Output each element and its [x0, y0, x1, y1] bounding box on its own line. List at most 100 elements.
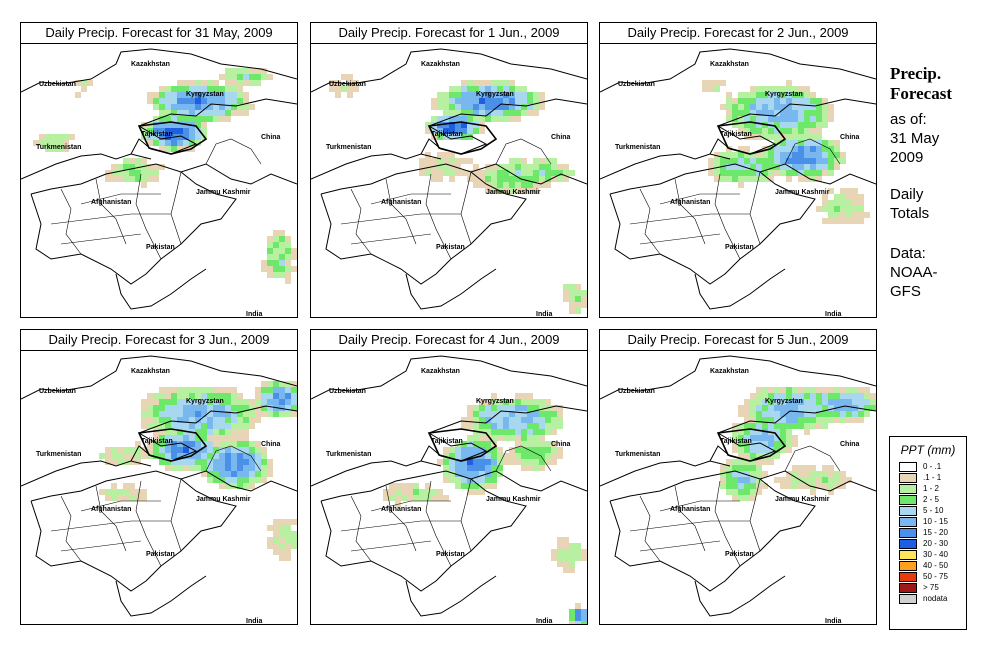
- precip-cell: [822, 399, 828, 405]
- precip-cell: [419, 164, 425, 170]
- precip-cell: [798, 92, 804, 98]
- precip-cell: [231, 435, 237, 441]
- precip-cell: [545, 164, 551, 170]
- map-label-tajikistan: Tajikistan: [720, 131, 752, 138]
- precip-cell: [732, 465, 738, 471]
- precip-cell: [822, 152, 828, 158]
- border-line: [30, 171, 237, 285]
- precip-cell: [545, 423, 551, 429]
- precip-cell: [551, 453, 557, 459]
- border-line: [639, 188, 661, 255]
- precip-cell: [768, 387, 774, 393]
- precip-cell: [183, 146, 189, 152]
- precip-cell: [533, 405, 539, 411]
- precip-cell: [575, 555, 581, 561]
- legend-item: 15 - 20: [890, 527, 966, 538]
- precip-cell: [147, 423, 153, 429]
- precip-cell: [828, 465, 834, 471]
- precip-cell: [774, 477, 780, 483]
- precip-cell: [521, 176, 527, 182]
- precip-cell: [261, 471, 267, 477]
- precip-cell: [467, 489, 473, 495]
- precip-cell: [503, 164, 509, 170]
- precip-cell: [207, 399, 213, 405]
- precip-cell: [503, 116, 509, 122]
- precip-cell: [732, 483, 738, 489]
- precip-cell: [213, 441, 219, 447]
- border-line: [749, 171, 761, 245]
- precip-cell: [189, 393, 195, 399]
- precip-cell: [467, 459, 473, 465]
- border-line: [135, 480, 162, 567]
- precip-cell: [335, 92, 341, 98]
- precip-cell: [491, 447, 497, 453]
- precip-cell: [503, 411, 509, 417]
- precip-cell: [219, 429, 225, 435]
- precip-cell: [243, 471, 249, 477]
- precip-cell: [225, 447, 231, 453]
- precip-cell: [213, 104, 219, 110]
- precip-cell: [744, 158, 750, 164]
- precip-cell: [237, 453, 243, 459]
- precip-cell: [756, 158, 762, 164]
- precip-cell: [225, 80, 231, 86]
- border-line: [311, 460, 442, 487]
- precip-cell: [207, 459, 213, 465]
- precip-cell: [225, 98, 231, 104]
- precip-cell: [237, 74, 243, 80]
- precip-cell: [243, 453, 249, 459]
- border-line: [609, 478, 816, 592]
- precip-cell: [243, 435, 249, 441]
- precip-cell: [515, 182, 521, 188]
- map-label-turkmenistan: Turkmenistan: [36, 144, 81, 151]
- precip-cell: [738, 116, 744, 122]
- precip-cell: [756, 453, 762, 459]
- precip-cell: [479, 459, 485, 465]
- precip-cell: [497, 435, 503, 441]
- precip-cell: [539, 92, 545, 98]
- precip-cell: [473, 471, 479, 477]
- precip-cell: [431, 104, 437, 110]
- map-label-pakistan: Pakistan: [725, 244, 754, 251]
- precip-cell: [786, 98, 792, 104]
- map-label-uzbekistan: Uzbekistan: [39, 388, 76, 395]
- precip-cell: [545, 459, 551, 465]
- precip-cell: [485, 435, 491, 441]
- precip-cell: [485, 405, 491, 411]
- precip-cell: [756, 411, 762, 417]
- precip-cell: [485, 429, 491, 435]
- border-line: [170, 171, 182, 245]
- border-line: [609, 470, 876, 502]
- precip-cell: [449, 92, 455, 98]
- precip-cell: [780, 122, 786, 128]
- precip-cell: [852, 188, 858, 194]
- precip-cell: [810, 417, 816, 423]
- precip-cell: [159, 447, 165, 453]
- precip-cell: [401, 495, 407, 501]
- precip-cell: [792, 170, 798, 176]
- precip-cell: [798, 471, 804, 477]
- precip-cell: [720, 471, 726, 477]
- precip-cell: [503, 92, 509, 98]
- precip-cell: [744, 483, 750, 489]
- precip-cell: [213, 110, 219, 116]
- precip-cell: [431, 98, 437, 104]
- precip-cell: [491, 483, 497, 489]
- precip-cell: [473, 453, 479, 459]
- precip-cell: [201, 387, 207, 393]
- precip-cell: [527, 182, 533, 188]
- precip-cell: [852, 194, 858, 200]
- precip-cell: [153, 441, 159, 447]
- precip-cell: [545, 158, 551, 164]
- precip-cell: [533, 441, 539, 447]
- precip-cell: [273, 393, 279, 399]
- precip-cell: [279, 230, 285, 236]
- precip-cell: [455, 122, 461, 128]
- precip-cell: [285, 266, 291, 272]
- precip-cell: [521, 399, 527, 405]
- precip-cell: [732, 441, 738, 447]
- precip-cell: [509, 164, 515, 170]
- precip-cell: [401, 489, 407, 495]
- precip-cell: [195, 122, 201, 128]
- precip-cell: [201, 405, 207, 411]
